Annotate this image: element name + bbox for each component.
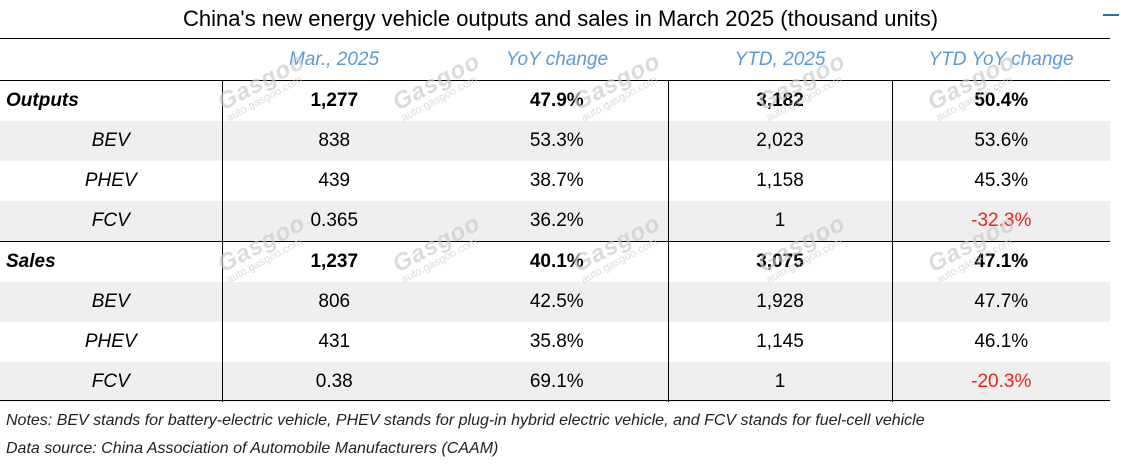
table-cell: 3,075 (667, 241, 892, 282)
row-label: BEV (0, 282, 222, 322)
table-cell: 53.6% (891, 121, 1110, 161)
table-cell: 3,182 (667, 80, 892, 121)
table-cell: 806 (221, 282, 446, 322)
table-row: FCV 0.38 69.1% 1 -20.3% (0, 362, 1110, 402)
row-label: FCV (0, 201, 222, 242)
table-cell: 47.9% (446, 80, 668, 121)
row-label: Outputs (0, 80, 222, 121)
row-label: BEV (0, 121, 222, 161)
table-row: Sales 1,237 40.1% 3,075 47.1% (0, 241, 1110, 282)
header-cell-ytd-2025: YTD, 2025 (734, 49, 826, 70)
data-table: Mar., 2025 YoY change YTD, 2025 YTD YoY … (0, 40, 1110, 402)
title-divider (0, 38, 1110, 39)
header-row: Mar., 2025 YoY change YTD, 2025 YTD YoY … (0, 40, 1110, 81)
header-cell-ytd-yoy-change: YTD YoY change (928, 49, 1074, 70)
row-label: PHEV (84, 170, 137, 191)
row-label: Sales (0, 241, 222, 282)
table-cell: 1,158 (667, 161, 892, 201)
data-source-text: Data source: China Association of Automo… (6, 440, 499, 457)
table-cell: 47.7% (891, 282, 1110, 322)
table-cell: 439 (221, 161, 446, 201)
header-cell-label (0, 40, 222, 81)
table-cell: 1,928 (667, 282, 892, 322)
table-cell: 69.1% (446, 362, 668, 402)
table-cell: 36.2% (446, 201, 668, 242)
table-cell: 45.3% (891, 161, 1110, 201)
table-cell: 1 (667, 362, 892, 402)
row-label: PHEV (84, 331, 137, 352)
table-row: PHEV 431 35.8% 1,145 46.1% (0, 322, 1110, 362)
table-cell: 838 (221, 121, 446, 161)
table-cell: 42.5% (446, 282, 668, 322)
table-cell: 47.1% (891, 241, 1110, 282)
table-cell: 38.7% (529, 170, 584, 191)
negative-value-cell: -20.3% (891, 362, 1110, 402)
table-row: PHEV 439 38.7% 1,158 45.3% (0, 161, 1110, 201)
header-cell-mar-2025: Mar., 2025 (288, 49, 380, 70)
table-row: FCV 0.365 36.2% 1 -32.3% (0, 201, 1110, 242)
table-row: BEV 838 53.3% 2,023 53.6% (0, 121, 1110, 161)
table-cell: 1,145 (667, 322, 892, 362)
table-cell: 1,237 (221, 241, 446, 282)
table-cell: 50.4% (891, 80, 1110, 121)
table-cell: 431 (221, 322, 446, 362)
table-cell: 2,023 (667, 121, 892, 161)
table-row: Outputs 1,277 47.9% 3,182 50.4% (0, 80, 1110, 121)
notes-divider (0, 400, 1110, 401)
table-title: China's new energy vehicle outputs and s… (182, 6, 939, 31)
table-cell: 40.1% (446, 241, 668, 282)
header-cell-yoy-change: YoY change (505, 49, 609, 70)
table-cell: 53.3% (446, 121, 668, 161)
row-label: FCV (0, 362, 222, 402)
notes-text: Notes: BEV stands for battery-electric v… (6, 412, 925, 429)
table-cell: 0.38 (221, 362, 446, 402)
table-cell: 35.8% (529, 331, 584, 352)
table-cell: 0.365 (221, 201, 446, 242)
table-cell: 1 (667, 201, 892, 242)
table-cell: 46.1% (891, 322, 1110, 362)
negative-value-cell: -32.3% (891, 201, 1110, 242)
table-row: BEV 806 42.5% 1,928 47.7% (0, 282, 1110, 322)
table-cell: 1,277 (221, 80, 446, 121)
corner-dash (1103, 14, 1119, 16)
